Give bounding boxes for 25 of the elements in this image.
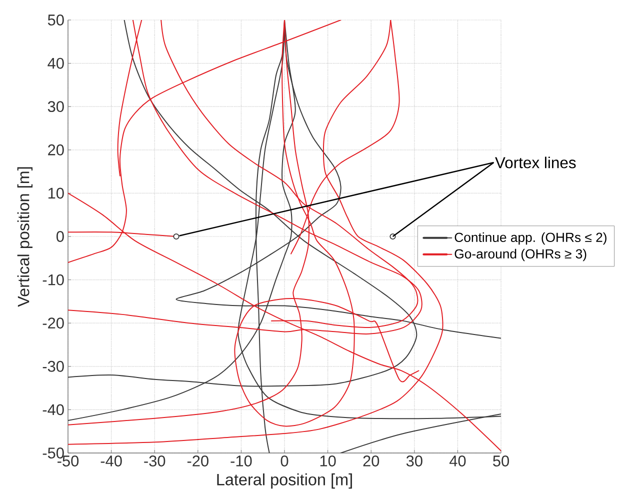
y-tick-label: 20: [48, 144, 64, 156]
x-tick-label: -40: [100, 456, 122, 466]
y-tick-label: 50: [48, 14, 64, 26]
x-tick-label: 40: [449, 456, 466, 466]
y-tick-label: 0: [56, 231, 64, 242]
x-tick-label: 30: [406, 456, 422, 466]
x-axis-title: Lateral position [m]: [217, 473, 352, 489]
y-tick-label: 30: [48, 101, 64, 112]
x-tick-label: -30: [144, 456, 166, 466]
x-tick-label: -20: [187, 456, 208, 466]
x-tick-label: 20: [363, 456, 380, 466]
y-tick-label: -30: [42, 360, 64, 372]
y-tick-label: -10: [42, 274, 64, 286]
x-tick-label: 0: [280, 456, 288, 466]
legend-label: Go-around (OHRs ≥ 3): [454, 248, 586, 262]
y-tick-label: -20: [42, 318, 64, 329]
y-axis-title: Vertical position [m]: [17, 167, 32, 307]
legend-label: Continue app. (OHRs ≤ 2): [454, 232, 606, 245]
x-tick-label: 10: [320, 456, 336, 466]
x-tick-label: -10: [230, 456, 252, 466]
y-tick-label: 10: [48, 188, 64, 199]
y-tick-label: -40: [42, 404, 64, 416]
annotation: Vortex lines: [495, 156, 576, 168]
x-tick-label: 50: [493, 456, 509, 466]
y-tick-label: 40: [48, 58, 64, 69]
